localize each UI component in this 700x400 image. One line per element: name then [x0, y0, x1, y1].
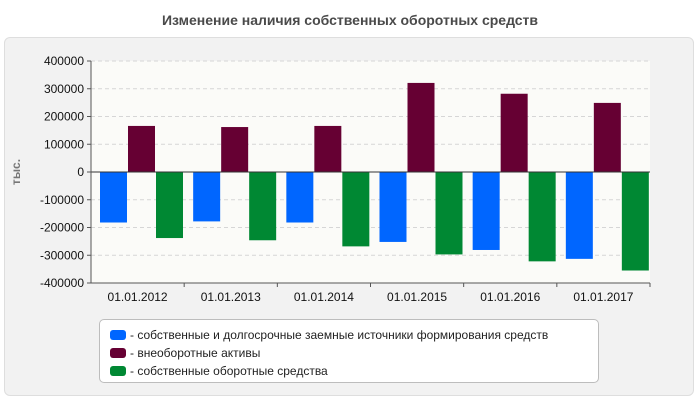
bar: [314, 125, 342, 172]
bar: [379, 172, 407, 242]
x-tick-labels: 01.01.2012 01.01.2013 01.01.2014 01.01.2015…: [108, 290, 634, 304]
axes: [87, 60, 651, 287]
legend-item-sources: - собственные и долгосрочные заемные ист…: [110, 326, 598, 344]
bar: [193, 172, 221, 222]
x-tick-label: 01.01.2012: [108, 290, 168, 304]
legend-swatch-fixed-assets: [110, 348, 126, 358]
legend-item-working-capital: - собственные оборотные средства: [110, 362, 598, 380]
bar: [407, 82, 435, 172]
y-tick-label: -300000: [40, 248, 84, 262]
bar: [249, 172, 277, 241]
bars: [100, 82, 649, 271]
y-axis-label: тыс.: [9, 159, 23, 185]
bar: [342, 172, 370, 247]
bar: [286, 172, 314, 223]
bar: [565, 172, 593, 259]
bar: [500, 93, 528, 172]
y-tick-label: 300000: [44, 82, 84, 96]
y-tick-label: 200000: [44, 110, 84, 124]
y-tick-label: -100000: [40, 193, 84, 207]
y-tick-label: -200000: [40, 221, 84, 235]
bar: [621, 172, 649, 271]
x-tick-label: 01.01.2013: [201, 290, 261, 304]
y-tick-labels: 400000 300000 200000 100000 0 -100000 -200000 -…: [40, 54, 84, 290]
x-tick-label: 01.01.2014: [294, 290, 354, 304]
legend-label-fixed-assets: - внеоборотные активы: [130, 346, 261, 360]
chart-title: Изменение наличия собственных оборотных …: [161, 12, 539, 28]
legend-swatch-sources: [110, 330, 126, 340]
bar: [472, 172, 500, 250]
legend-swatch-working-capital: [110, 366, 126, 376]
bar: [128, 125, 155, 172]
bar: [100, 172, 127, 223]
bar: [156, 172, 183, 239]
x-tick-label: 01.01.2016: [480, 290, 540, 304]
x-tick-label: 01.01.2017: [573, 290, 633, 304]
bar: [593, 102, 621, 172]
x-tick-label: 01.01.2015: [387, 290, 447, 304]
legend: - собственные и долгосрочные заемные ист…: [99, 319, 599, 383]
y-tick-label: 400000: [44, 54, 84, 68]
bar: [528, 172, 556, 262]
bar: [221, 127, 249, 172]
legend-label-sources: - собственные и долгосрочные заемные ист…: [130, 328, 549, 342]
y-tick-label: 100000: [44, 137, 84, 151]
bar: [435, 172, 463, 255]
y-tick-label: -400000: [40, 276, 84, 290]
legend-item-fixed-assets: - внеоборотные активы: [110, 344, 598, 362]
y-tick-label: 0: [77, 165, 84, 179]
legend-label-working-capital: - собственные оборотные средства: [130, 364, 328, 378]
